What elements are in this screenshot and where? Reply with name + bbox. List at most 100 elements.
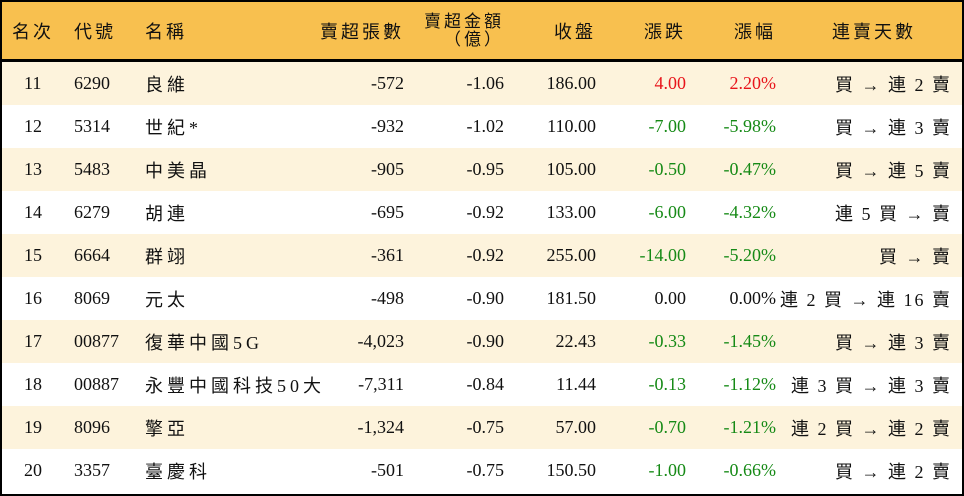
header-change-pct: 漲幅	[734, 21, 776, 42]
cell-streak: 連 2 買 → 連 16 賣	[780, 289, 952, 310]
cell-change: -1.00	[648, 460, 687, 480]
cell-name: 元太	[145, 289, 189, 310]
header-change: 漲跌	[644, 21, 686, 42]
cell-close: 105.00	[546, 159, 597, 179]
header-oversold-amount-line1: 賣超金額	[424, 11, 504, 31]
cell-close: 186.00	[546, 73, 597, 93]
table-row: 18 00887 永豐中國科技50大 -7,311 -0.84 11.44 -0.13 -1.…	[2, 363, 962, 406]
cell-code: 8069	[74, 288, 110, 308]
cell-code: 5314	[74, 116, 110, 136]
cell-oversold-lots: -498	[371, 288, 404, 308]
table-row: 12 5314 世紀* -932 -1.02 110.00 -7.00 -5.98% 買 → 連…	[2, 105, 962, 148]
cell-close: 133.00	[546, 202, 597, 222]
table-row: 17 00877 復華中國5G -4,023 -0.90 22.43 -0.33 -1.45%…	[2, 320, 962, 363]
cell-streak: 買 → 連 5 賣	[835, 160, 952, 181]
table-row: 13 5483 中美晶 -905 -0.95 105.00 -0.50 -0.47% 買 → 連…	[2, 148, 962, 191]
cell-name: 擎亞	[145, 418, 189, 439]
cell-rank: 14	[24, 202, 42, 222]
cell-oversold-lots: -572	[371, 73, 404, 93]
cell-change: -7.00	[648, 116, 687, 136]
cell-change-pct: -1.21%	[723, 417, 777, 437]
cell-change: -0.33	[648, 331, 687, 351]
cell-oversold-lots: -932	[371, 116, 404, 136]
cell-change-pct: -1.12%	[723, 374, 777, 394]
cell-streak: 買 → 連 3 賣	[835, 332, 952, 353]
table-row: 16 8069 元太 -498 -0.90 181.50 0.00 0.00% 連 2 買 → …	[2, 277, 962, 320]
cell-oversold-lots: -695	[371, 202, 404, 222]
cell-code: 00887	[74, 374, 119, 394]
cell-rank: 17	[24, 331, 42, 351]
cell-change: -0.50	[648, 159, 687, 179]
cell-oversold-lots: -1,324	[357, 417, 405, 437]
cell-oversold-amount: -0.90	[466, 288, 505, 308]
cell-streak: 買 → 連 3 賣	[835, 117, 952, 138]
cell-oversold-amount: -0.90	[466, 331, 505, 351]
header-code: 代號	[74, 21, 116, 42]
cell-oversold-lots: -905	[371, 159, 404, 179]
cell-oversold-amount: -1.06	[466, 73, 505, 93]
cell-rank: 18	[24, 374, 42, 394]
cell-oversold-amount: -0.75	[466, 417, 505, 437]
cell-rank: 12	[24, 116, 42, 136]
cell-oversold-amount: -0.75	[466, 460, 505, 480]
cell-change-pct: 2.20%	[729, 73, 777, 93]
cell-oversold-amount: -0.92	[466, 245, 505, 265]
cell-name: 臺慶科	[145, 461, 211, 482]
cell-code: 5483	[74, 159, 110, 179]
cell-oversold-amount: -0.95	[466, 159, 505, 179]
cell-streak: 連 5 買 → 賣	[835, 203, 952, 224]
cell-code: 00877	[74, 331, 119, 351]
cell-rank: 15	[24, 245, 42, 265]
header-streak: 連賣天數	[832, 21, 916, 42]
cell-rank: 19	[24, 417, 42, 437]
cell-name: 群翊	[145, 246, 189, 267]
table-row: 20 3357 臺慶科 -501 -0.75 150.50 -1.00 -0.66% 買 → 連…	[2, 449, 962, 492]
cell-oversold-lots: -361	[371, 245, 404, 265]
cell-oversold-amount: -1.02	[466, 116, 505, 136]
cell-close: 255.00	[546, 245, 597, 265]
cell-code: 6290	[74, 73, 110, 93]
cell-close: 22.43	[555, 331, 597, 351]
cell-oversold-amount: -0.92	[466, 202, 505, 222]
cell-name: 胡連	[145, 203, 189, 224]
cell-close: 110.00	[547, 116, 596, 136]
cell-close: 150.50	[546, 460, 597, 480]
cell-change: -0.13	[648, 374, 687, 394]
table-row: 11 6290 良維 -572 -1.06 186.00 4.00 2.20% 買 → 連 2 …	[2, 62, 962, 105]
cell-change-pct: -0.66%	[723, 460, 777, 480]
cell-code: 6279	[74, 202, 110, 222]
cell-streak: 買 → 賣	[879, 246, 952, 267]
cell-rank: 11	[24, 73, 42, 93]
cell-change: 0.00	[654, 288, 687, 308]
table-row: 15 6664 群翊 -361 -0.92 255.00 -14.00 -5.20% 買 → 賣	[2, 234, 962, 277]
header-oversold-amount-line2: （億）	[444, 29, 504, 49]
cell-change-pct: 0.00%	[729, 288, 777, 308]
table-row: 19 8096 擎亞 -1,324 -0.75 57.00 -0.70 -1.21% 連 2 買…	[2, 406, 962, 449]
cell-close: 11.44	[556, 374, 596, 394]
cell-oversold-lots: -4,023	[357, 331, 405, 351]
cell-change: 4.00	[654, 73, 687, 93]
cell-oversold-lots: -7,311	[358, 374, 404, 394]
cell-streak: 買 → 連 2 賣	[835, 74, 952, 95]
header-name: 名稱	[145, 21, 187, 42]
cell-change-pct: -5.20%	[723, 245, 777, 265]
cell-streak: 買 → 連 2 賣	[835, 461, 952, 482]
cell-code: 6664	[74, 245, 110, 265]
cell-code: 3357	[74, 460, 110, 480]
cell-name: 世紀*	[145, 117, 202, 138]
cell-change-pct: -4.32%	[723, 202, 777, 222]
cell-name: 中美晶	[145, 160, 211, 181]
cell-close: 181.50	[546, 288, 597, 308]
cell-rank: 13	[24, 159, 42, 179]
header-rank: 名次	[12, 21, 54, 42]
cell-change-pct: -5.98%	[723, 116, 777, 136]
cell-rank: 16	[24, 288, 42, 308]
table-header: 名次 代號 名稱 賣超張數 賣超金額 （億） 收盤 漲跌 漲幅 連賣天數	[2, 2, 962, 62]
cell-change-pct: -0.47%	[723, 159, 777, 179]
cell-rank: 20	[24, 460, 42, 480]
cell-oversold-lots: -501	[371, 460, 404, 480]
cell-streak: 連 2 買 → 連 2 賣	[791, 418, 952, 439]
cell-name: 復華中國5G	[145, 332, 263, 353]
cell-streak: 連 3 買 → 連 3 賣	[791, 375, 952, 396]
